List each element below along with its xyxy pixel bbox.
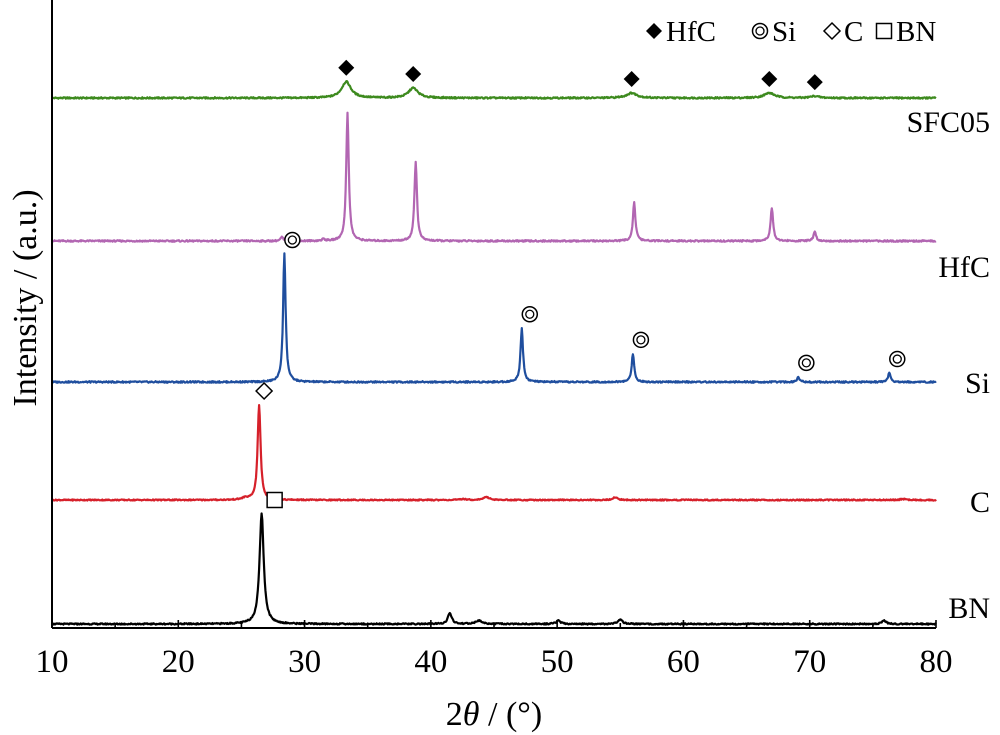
peak-marker-sfc05-2 [623, 71, 640, 87]
legend-label-si: Si [772, 16, 796, 48]
x-tick-label-40: 40 [414, 644, 447, 680]
peak-marker-si-2 [632, 331, 650, 349]
legend-symbol-hfc [646, 23, 662, 39]
legend-symbol-c [822, 21, 842, 41]
traces-layer [51, 79, 937, 626]
y-axis-title: Intensity / (a.u.) [7, 189, 44, 406]
legend-items: HfC Si C BN [646, 16, 936, 48]
peak-marker-sfc05-3 [761, 71, 778, 87]
peak-marker-sfc05-1 [405, 66, 422, 82]
legend-symbol-bn [875, 22, 893, 40]
series-line-sfc05 [51, 79, 937, 100]
series-label-si: Si [965, 367, 990, 400]
x-axis-title-theta: θ [463, 696, 480, 733]
series-label-sfc05: SFC05 [907, 106, 990, 139]
series-labels: SFC05 HfC Si C BN [907, 106, 990, 625]
peak-marker-si-1 [521, 305, 539, 323]
legend-label-hfc: HfC [666, 16, 716, 48]
peak-marker-si-3 [798, 354, 815, 372]
peak-marker-si-4 [889, 350, 906, 368]
legend-label-c: C [844, 16, 863, 48]
x-axis-title-suffix: / (°) [480, 696, 543, 733]
markers-layer [255, 59, 906, 509]
series-label-c: C [970, 486, 990, 519]
series-line-bn [51, 512, 937, 626]
x-tick-label-20: 20 [162, 644, 195, 680]
x-tick-label-70: 70 [793, 644, 826, 680]
peak-marker-sfc05-4 [806, 74, 823, 91]
series-line-hfc [51, 111, 937, 243]
x-tick-label-30: 30 [288, 644, 321, 680]
x-tick-label-80: 80 [920, 644, 953, 680]
peak-marker-si-0 [284, 231, 301, 249]
x-ticks: 10 20 30 40 50 60 70 80 [36, 620, 953, 680]
peak-marker-sfc05-0 [338, 59, 355, 76]
x-tick-label-60: 60 [667, 644, 700, 680]
series-line-c [51, 404, 937, 502]
series-line-si [51, 252, 937, 384]
legend: HfC Si C BN [646, 16, 936, 48]
series-label-bn: BN [948, 592, 990, 625]
x-axis-title-prefix: 2 [446, 696, 463, 733]
x-axis-title: 2θ / (°) [446, 696, 542, 733]
legend-label-bn: BN [896, 16, 936, 48]
x-tick-label-10: 10 [36, 644, 69, 680]
series-label-hfc: HfC [938, 251, 990, 284]
x-tick-label-50: 50 [541, 644, 574, 680]
legend-symbol-si [751, 22, 769, 40]
peak-marker-c-0 [255, 381, 274, 401]
peak-marker-bn-0 [266, 491, 283, 509]
